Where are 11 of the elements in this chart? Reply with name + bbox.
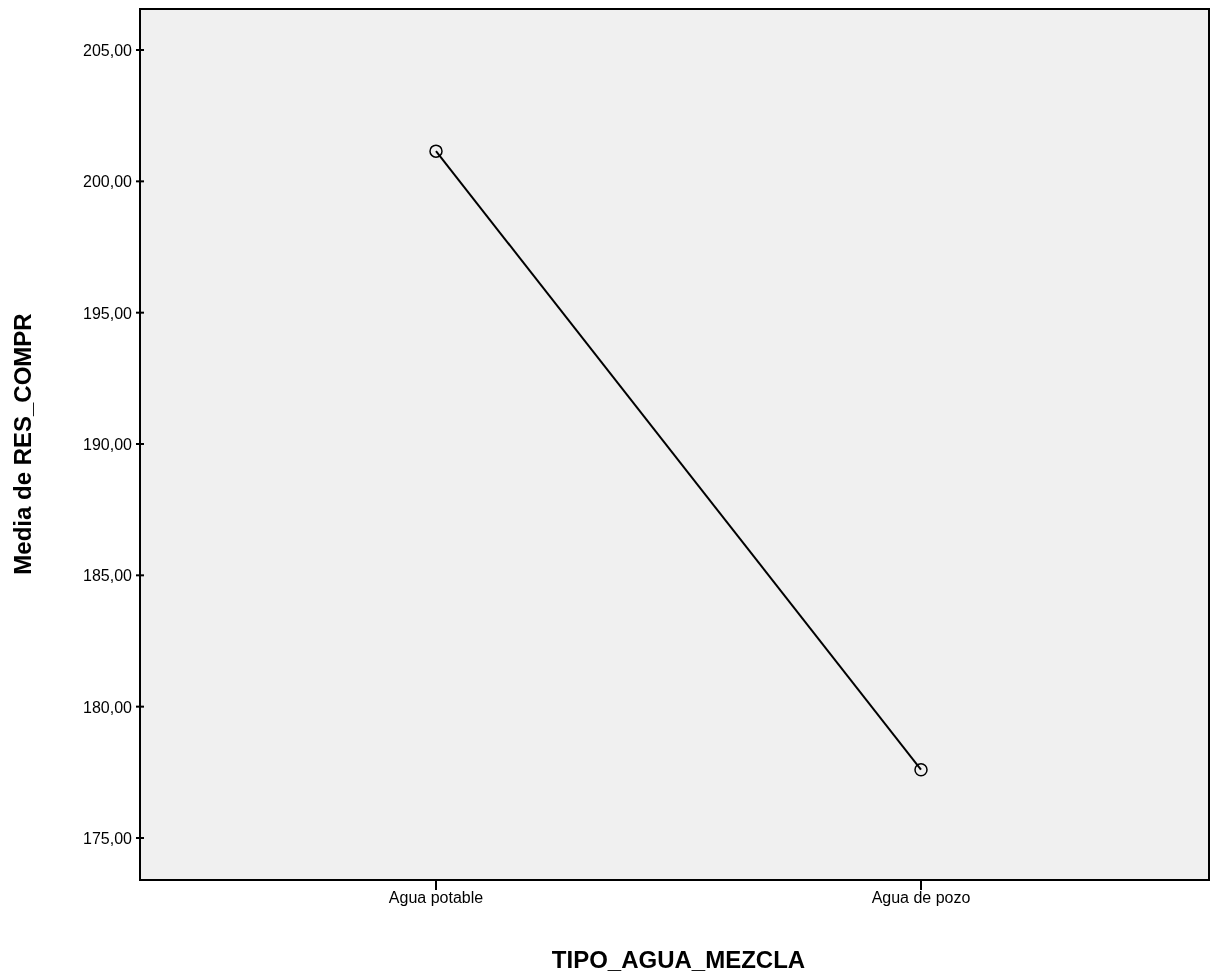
y-tick-label: 180,00 bbox=[83, 698, 133, 716]
y-tick-label: 195,00 bbox=[83, 304, 133, 322]
x-tick-label: Agua potable bbox=[388, 889, 484, 907]
y-tick-label: 175,00 bbox=[83, 829, 133, 847]
y-axis-title: Media de RES_COMPR bbox=[8, 313, 36, 575]
y-tick-label: 185,00 bbox=[83, 567, 133, 585]
y-tick-label: 190,00 bbox=[83, 436, 133, 453]
x-tick-label: Agua de pozo bbox=[871, 889, 971, 907]
y-tick-label: 205,00 bbox=[83, 42, 133, 60]
y-tick-label: 200,00 bbox=[83, 173, 133, 191]
x-axis-title: TIPO_AGUA_MEZCLA bbox=[551, 946, 806, 973]
